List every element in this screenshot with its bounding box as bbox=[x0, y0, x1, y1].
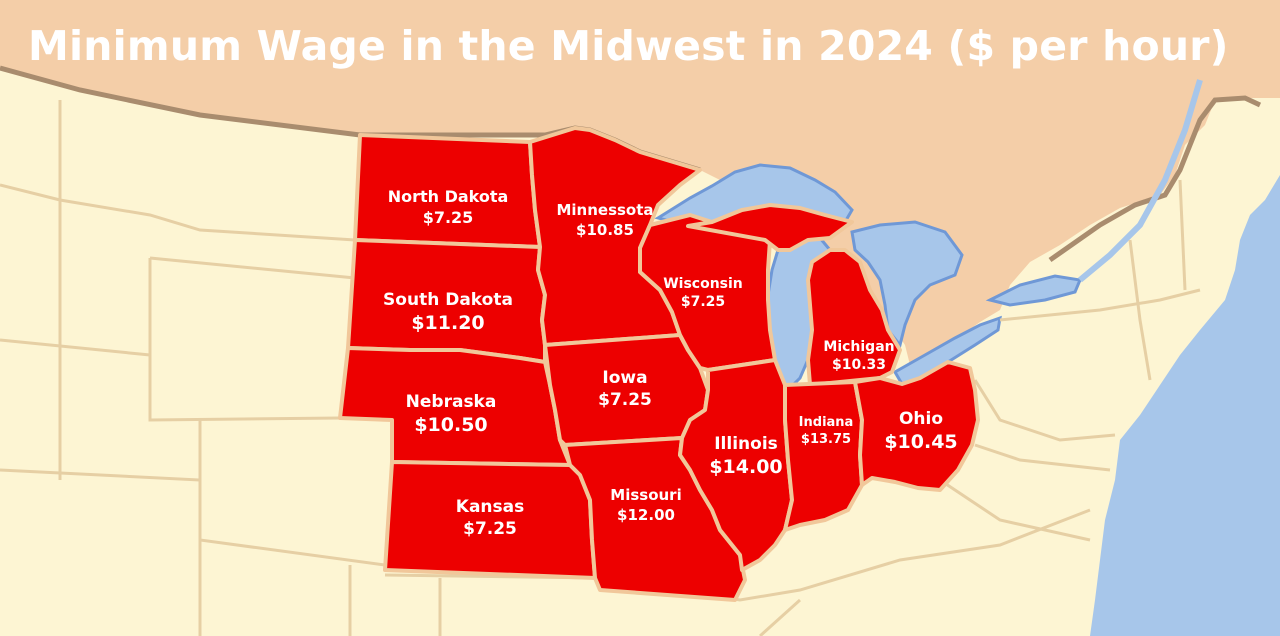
state-michigan-upper[interactable] bbox=[686, 203, 854, 252]
atlantic-ocean bbox=[1090, 175, 1280, 636]
label-wisconsin: Wisconsin $7.25 bbox=[663, 275, 743, 312]
label-kansas: Kansas $7.25 bbox=[456, 496, 524, 541]
state-michigan[interactable] bbox=[806, 248, 902, 387]
state-name: South Dakota bbox=[383, 290, 513, 310]
state-ohio[interactable] bbox=[853, 360, 980, 492]
label-minnesota: Minnessota $10.85 bbox=[556, 201, 653, 241]
midwest-states bbox=[338, 126, 980, 602]
label-north-dakota: North Dakota $7.25 bbox=[388, 186, 509, 228]
state-name: Wisconsin bbox=[663, 276, 743, 292]
lake-huron bbox=[850, 220, 964, 349]
state-wage: $13.75 bbox=[800, 432, 852, 448]
international-border-east bbox=[1048, 95, 1262, 263]
state-name: Ohio bbox=[898, 409, 944, 429]
label-iowa: Iowa $7.25 bbox=[598, 367, 652, 412]
label-south-dakota: South Dakota $11.20 bbox=[383, 289, 513, 337]
state-name: Michigan bbox=[823, 339, 895, 355]
state-wage: $12.00 bbox=[617, 505, 675, 524]
label-michigan: Michigan $10.33 bbox=[823, 338, 894, 375]
label-illinois: Illinois $14.00 bbox=[709, 433, 782, 481]
state-name: Missouri bbox=[610, 486, 682, 504]
state-name: Kansas bbox=[455, 497, 525, 517]
map-title: Minimum Wage in the Midwest in 2024 ($ p… bbox=[28, 22, 1229, 70]
state-indiana[interactable] bbox=[783, 380, 864, 532]
st-lawrence-river bbox=[1078, 79, 1203, 283]
label-indiana: Indiana $13.75 bbox=[799, 414, 854, 448]
label-missouri: Missouri $12.00 bbox=[610, 486, 681, 526]
state-wage: $7.25 bbox=[598, 390, 652, 411]
state-wage: $10.85 bbox=[576, 220, 634, 239]
state-name: Minnessota bbox=[556, 201, 654, 219]
state-wage: $14.00 bbox=[709, 456, 783, 479]
state-name: Illinois bbox=[714, 434, 778, 454]
label-ohio: Ohio $10.45 bbox=[884, 408, 957, 456]
state-name: Iowa bbox=[602, 368, 648, 388]
state-name: Nebraska bbox=[405, 392, 497, 412]
label-nebraska: Nebraska $10.50 bbox=[406, 391, 497, 439]
state-wage: $7.25 bbox=[680, 294, 726, 311]
state-wage: $10.50 bbox=[414, 414, 488, 437]
canada-region bbox=[0, 0, 1280, 365]
state-wage: $10.33 bbox=[831, 357, 887, 374]
state-name: North Dakota bbox=[387, 187, 509, 206]
state-wage: $10.45 bbox=[884, 431, 958, 454]
lake-ontario bbox=[985, 274, 1083, 307]
state-wage: $7.25 bbox=[422, 208, 474, 228]
state-name: Indiana bbox=[798, 415, 854, 430]
state-wage: $11.20 bbox=[411, 312, 485, 335]
state-wage: $7.25 bbox=[463, 519, 517, 540]
